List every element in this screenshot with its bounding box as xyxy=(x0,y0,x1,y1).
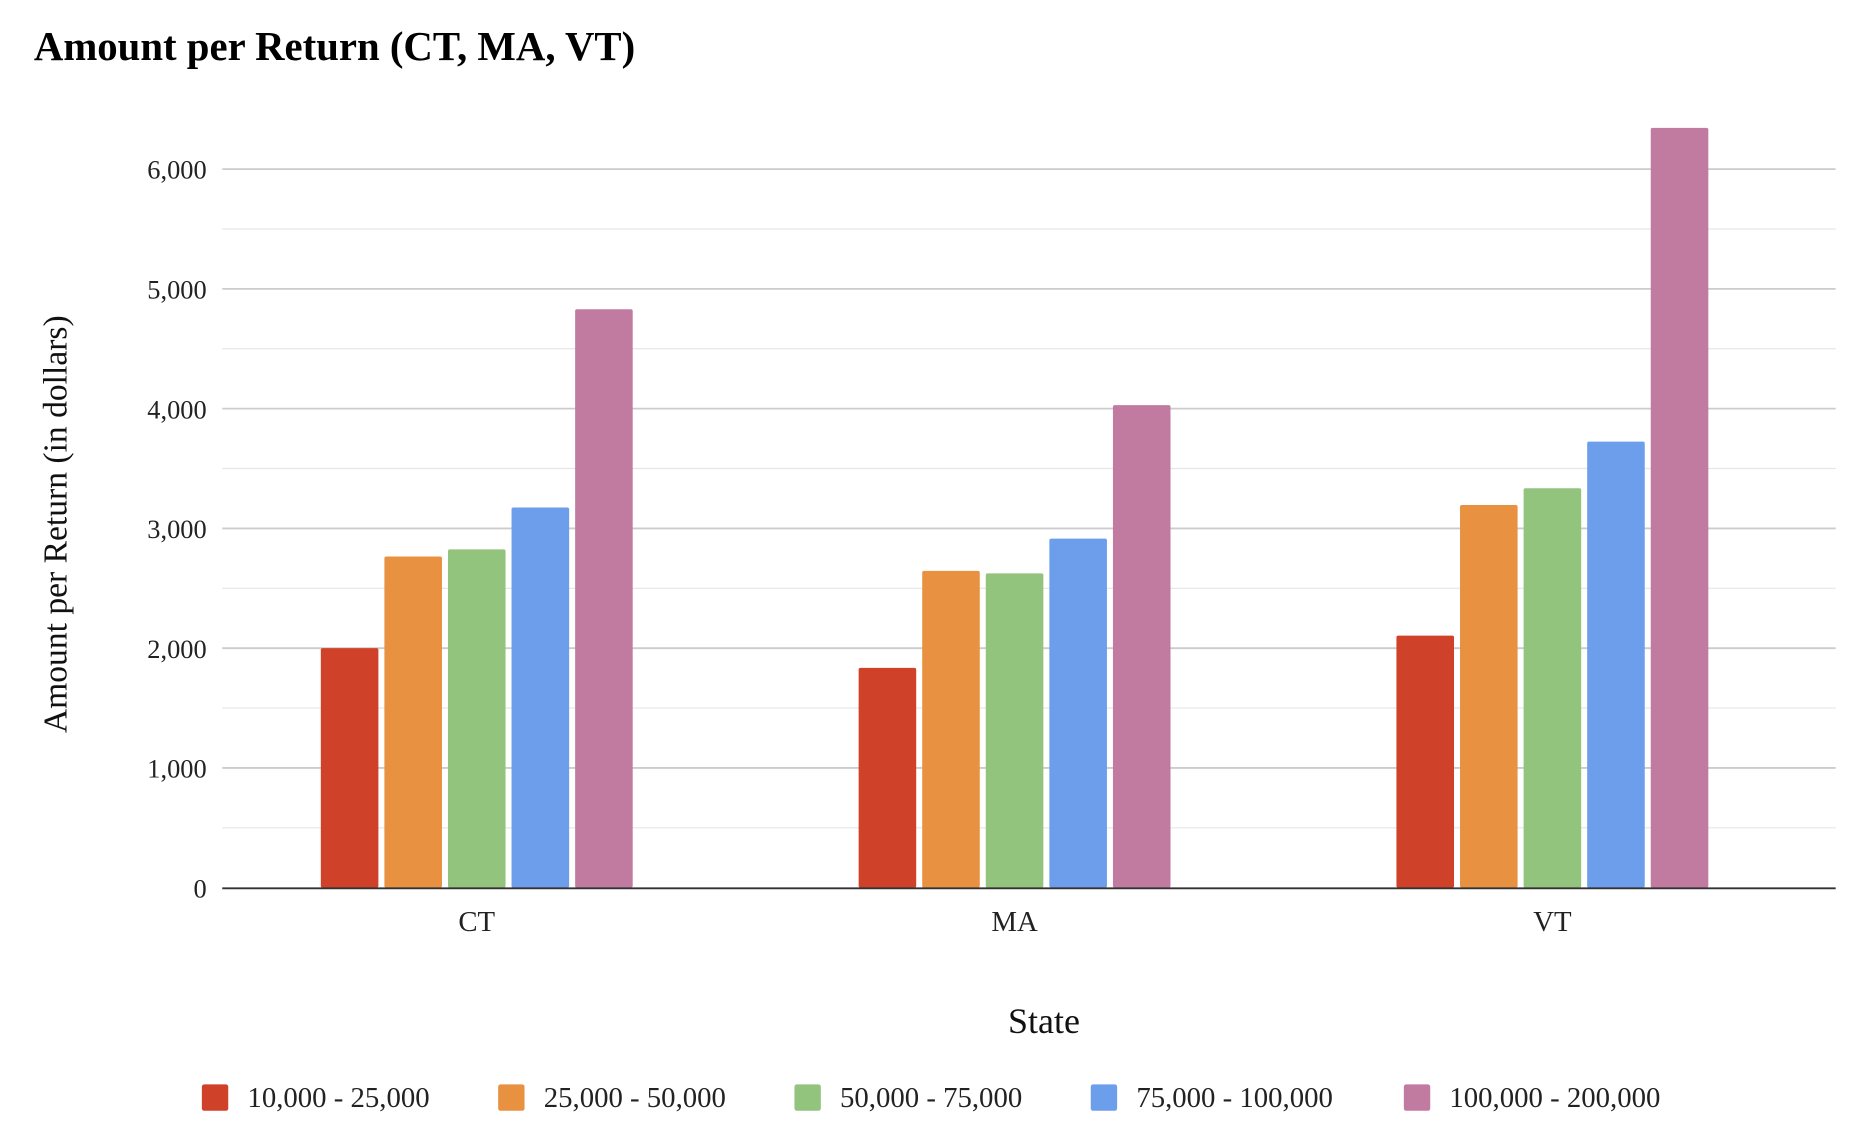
legend: 10,000 - 25,000 25,000 - 50,000 50,000 - 7… xyxy=(201,1082,1660,1114)
bar-vt-series-4 xyxy=(1650,127,1709,888)
x-tick-label: CT xyxy=(458,906,495,938)
bar-ct-series-0 xyxy=(320,648,379,888)
legend-label: 75,000 - 100,000 xyxy=(1136,1082,1333,1114)
bar-ct-series-1 xyxy=(384,556,442,888)
y-tick-label: 2,000 xyxy=(147,634,206,664)
legend-swatch xyxy=(794,1084,821,1111)
bar-ma-series-1 xyxy=(922,570,980,888)
bar-ct-series-4 xyxy=(575,309,633,888)
y-tick-label: 0 xyxy=(193,873,206,903)
x-axis-label: State xyxy=(1008,1001,1080,1041)
bar-ma-series-4 xyxy=(1112,405,1171,888)
x-axis-categories: CT MA VT xyxy=(458,906,1572,938)
y-tick-label: 5,000 xyxy=(147,274,206,304)
chart-title: Amount per Return (CT, MA, VT) xyxy=(34,24,635,69)
legend-label: 10,000 - 25,000 xyxy=(247,1082,429,1114)
legend-swatch xyxy=(1090,1084,1118,1111)
legend-label: 25,000 - 50,000 xyxy=(544,1082,726,1114)
legend-swatch xyxy=(201,1084,229,1111)
x-tick-label: VT xyxy=(1533,906,1572,938)
bar-vt-series-0 xyxy=(1396,635,1455,888)
y-tick-label: 3,000 xyxy=(147,514,206,544)
bar-vt-series-3 xyxy=(1587,441,1645,888)
y-tick-label: 6,000 xyxy=(147,155,206,185)
bar-ma-series-0 xyxy=(858,667,917,888)
y-tick-label: 1,000 xyxy=(147,754,206,784)
bar-vt-series-2 xyxy=(1523,488,1582,888)
y-axis-ticks: 0 1,000 2,000 3,000 4,000 5,000 6,000 xyxy=(147,155,206,904)
legend-swatch xyxy=(498,1084,525,1111)
bar-vt-series-1 xyxy=(1460,505,1518,888)
bar-ma-series-2 xyxy=(985,573,1044,888)
legend-label: 50,000 - 75,000 xyxy=(840,1082,1022,1114)
x-tick-label: MA xyxy=(991,906,1038,938)
bars xyxy=(320,127,1709,888)
bar-ct-series-2 xyxy=(447,549,506,888)
y-axis-label: Amount per Return (in dollars) xyxy=(37,315,74,733)
bar-ct-series-3 xyxy=(511,507,570,888)
legend-swatch xyxy=(1403,1084,1431,1111)
bar-ma-series-3 xyxy=(1049,538,1107,888)
legend-label: 100,000 - 200,000 xyxy=(1449,1082,1660,1114)
y-tick-label: 4,000 xyxy=(147,394,206,424)
